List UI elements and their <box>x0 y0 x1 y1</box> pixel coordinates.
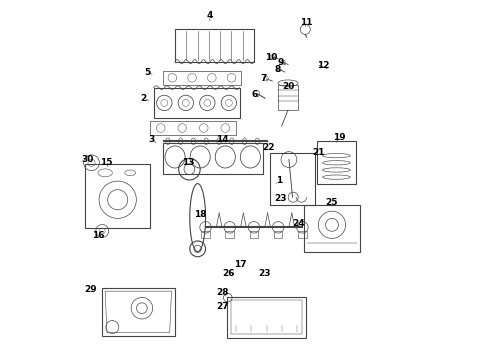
Bar <box>153 87 240 118</box>
Text: 25: 25 <box>325 198 338 207</box>
Text: 28: 28 <box>217 288 229 297</box>
Text: 8: 8 <box>274 65 280 74</box>
Text: 18: 18 <box>194 210 206 219</box>
Text: 26: 26 <box>222 269 235 278</box>
Bar <box>150 121 236 135</box>
Text: 5: 5 <box>145 68 150 77</box>
Bar <box>317 140 356 184</box>
Bar <box>163 143 263 174</box>
Bar <box>270 153 315 205</box>
Text: 1: 1 <box>276 176 282 185</box>
Bar <box>304 205 360 252</box>
Text: 2: 2 <box>141 94 147 103</box>
Bar <box>225 231 234 238</box>
Bar <box>227 297 306 338</box>
Text: 16: 16 <box>92 231 104 240</box>
Bar <box>85 164 150 228</box>
Bar <box>250 231 258 238</box>
Text: 9: 9 <box>278 58 284 67</box>
Text: 14: 14 <box>217 135 229 144</box>
Text: 30: 30 <box>82 155 94 164</box>
Text: 3: 3 <box>148 135 155 144</box>
Text: 21: 21 <box>312 148 325 157</box>
Bar <box>278 85 298 110</box>
Text: 27: 27 <box>217 302 229 311</box>
Bar <box>201 231 210 238</box>
Text: 13: 13 <box>182 158 195 167</box>
Text: 22: 22 <box>262 143 274 152</box>
Text: 12: 12 <box>317 62 329 71</box>
Text: 23: 23 <box>258 269 271 278</box>
Bar <box>231 300 302 334</box>
Bar <box>163 71 242 85</box>
Text: 23: 23 <box>274 194 287 203</box>
Text: 24: 24 <box>292 219 304 228</box>
Text: 4: 4 <box>207 11 213 20</box>
Bar <box>175 30 254 62</box>
Text: 11: 11 <box>300 18 313 27</box>
Text: 6: 6 <box>252 90 258 99</box>
Text: 7: 7 <box>261 75 267 84</box>
Bar <box>274 231 282 238</box>
Text: 19: 19 <box>333 133 345 142</box>
Bar <box>101 288 175 336</box>
Text: 17: 17 <box>234 260 247 269</box>
Text: 29: 29 <box>84 285 97 294</box>
Text: 15: 15 <box>99 158 112 167</box>
Text: 20: 20 <box>282 82 294 91</box>
Bar <box>298 231 307 238</box>
Text: 10: 10 <box>265 53 277 62</box>
